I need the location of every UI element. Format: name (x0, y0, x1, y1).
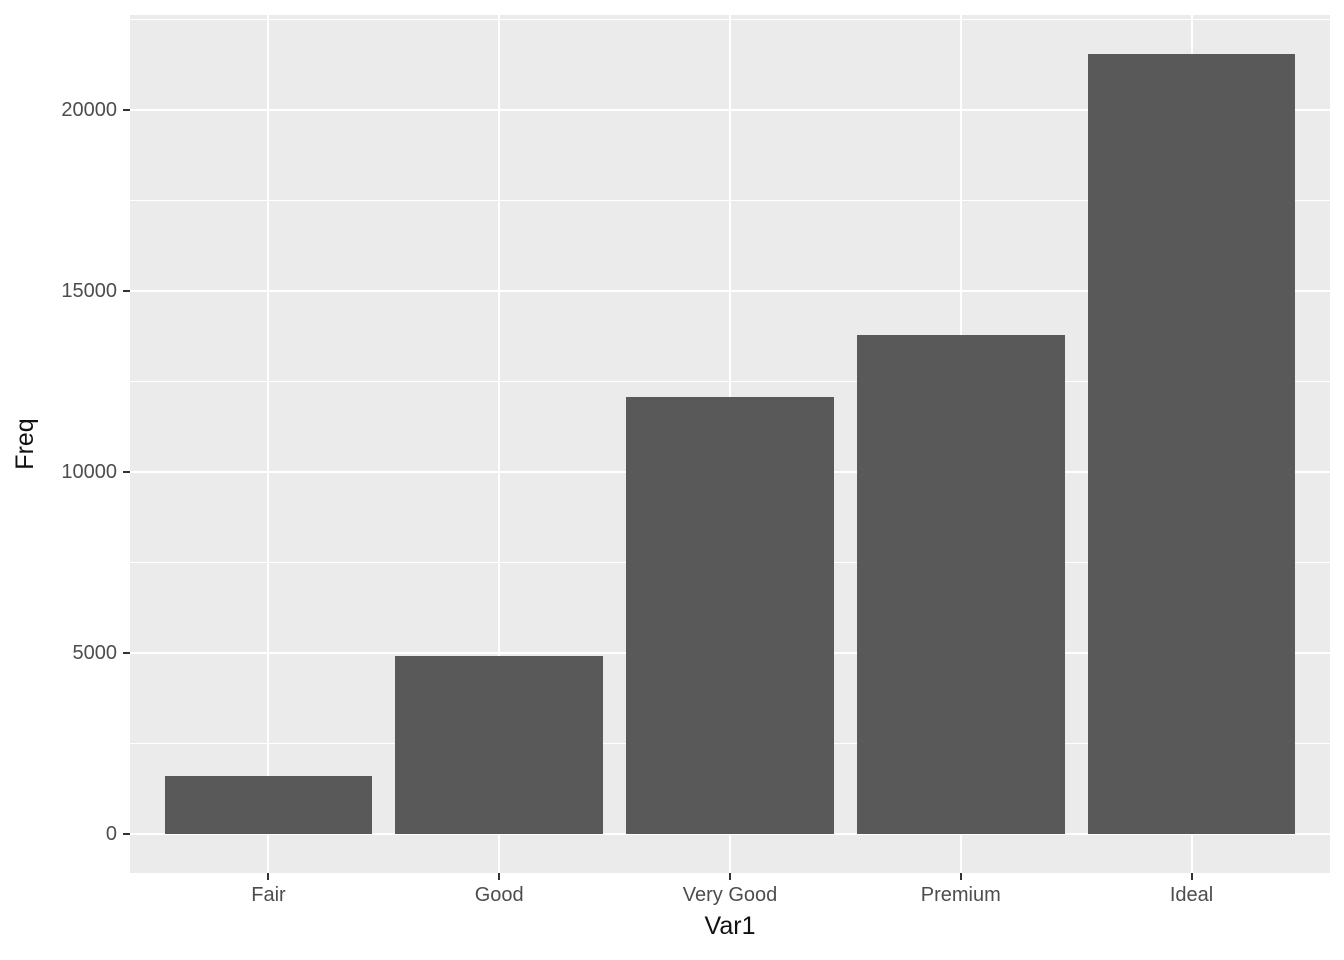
bar-ideal (1087, 54, 1296, 834)
x-axis-tick (959, 873, 962, 880)
x-tick-label: Good (474, 884, 524, 906)
x-tick-label: Fair (251, 884, 286, 906)
bar-good (395, 656, 604, 834)
x-axis-tick (267, 873, 270, 880)
x-axis-tick (729, 873, 731, 880)
y-tick-label: 0 (105, 822, 117, 845)
y-axis-tick (123, 471, 130, 474)
y-tick-label: 20000 (61, 99, 117, 122)
bar-premium (856, 334, 1065, 834)
x-axis-tick (1190, 873, 1193, 880)
y-axis-title: Freq (11, 418, 39, 470)
x-tick-label: Very Good (682, 884, 778, 906)
y-tick-label: 10000 (61, 461, 117, 484)
x-gridline-major (267, 15, 270, 873)
y-axis-tick (123, 832, 130, 835)
x-tick-label: Premium (920, 884, 1001, 906)
x-axis-title: Var1 (704, 912, 756, 940)
x-axis-tick (498, 873, 501, 880)
bar-very-good (626, 396, 834, 834)
y-axis-tick (123, 109, 130, 112)
x-gridline-major (498, 15, 501, 873)
y-tick-label: 5000 (72, 642, 118, 665)
y-axis-tick (123, 652, 130, 655)
y-axis-tick (123, 290, 130, 293)
x-tick-label: Ideal (1169, 884, 1214, 906)
y-tick-label: 15000 (61, 280, 117, 303)
bar-fair (164, 775, 373, 834)
